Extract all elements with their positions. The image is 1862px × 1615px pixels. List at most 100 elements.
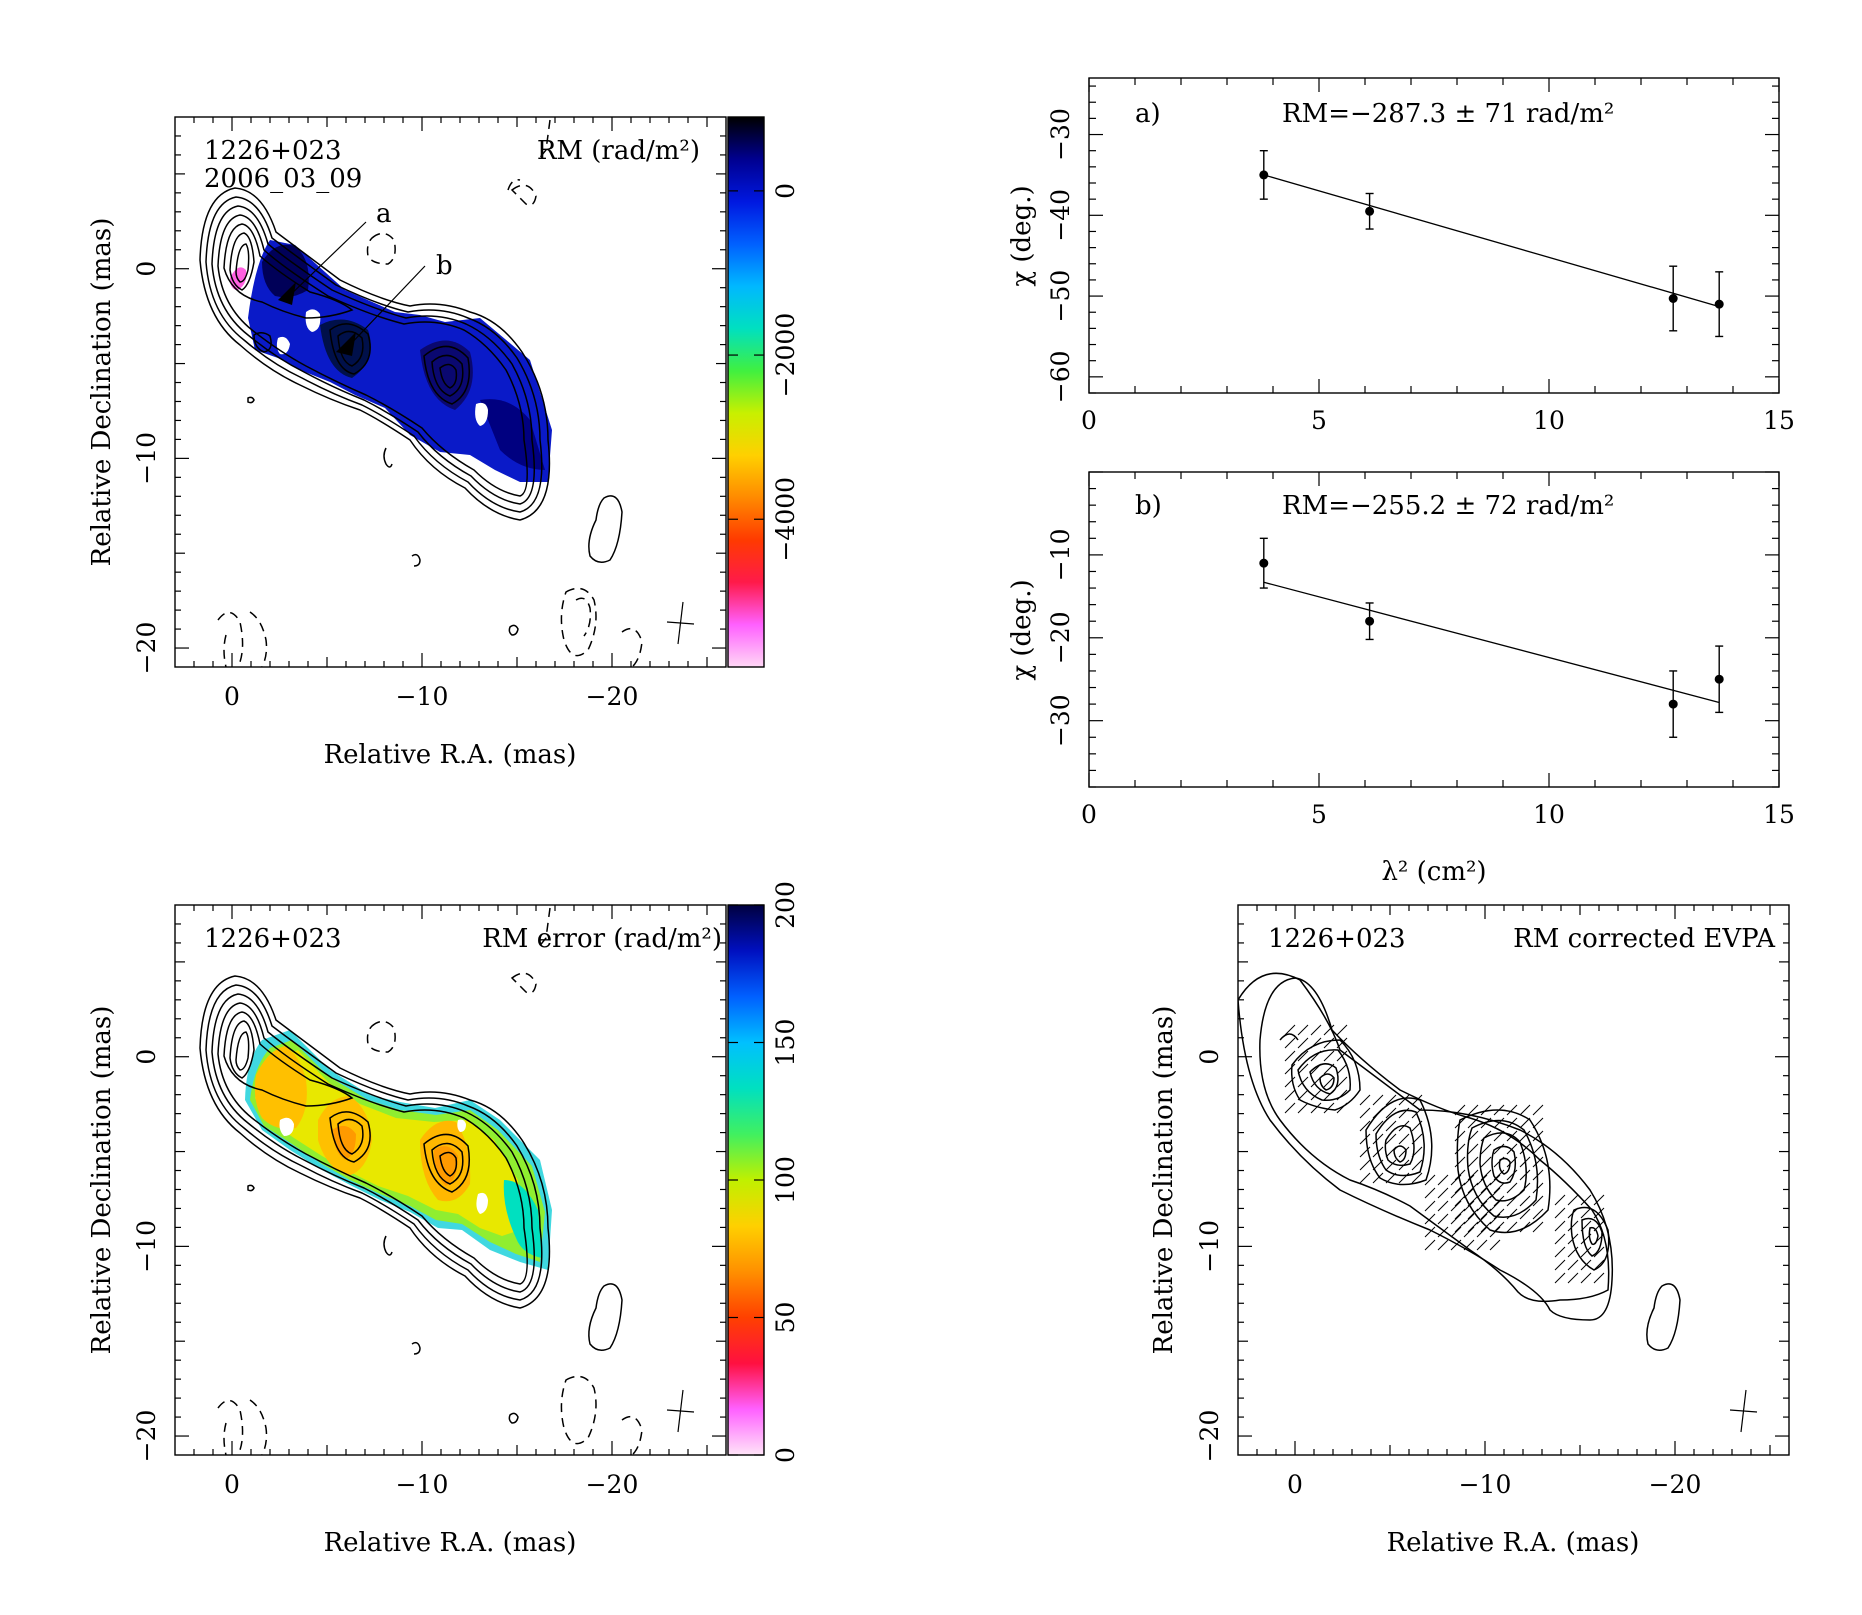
evpa-vector (1398, 1094, 1410, 1106)
evpa-vector (1297, 1063, 1309, 1075)
evpa-vector (1567, 1220, 1579, 1232)
evpa-vector (1593, 1259, 1605, 1271)
evpa-vector (1411, 1172, 1423, 1184)
rm-error-frame (174, 904, 727, 1456)
evpa-xticks: 0 −10 −20 (1256, 905, 1771, 1499)
evpa-vector (1450, 1239, 1462, 1251)
evpa-vector (1310, 1063, 1322, 1075)
evpa-vector (1532, 1143, 1544, 1155)
evpa-vector (1593, 1233, 1605, 1245)
evpa-vector (1467, 1208, 1479, 1220)
evpa-vector (1437, 1174, 1449, 1186)
evpa-vector (1323, 1024, 1335, 1036)
evpa-vector (1297, 1076, 1309, 1088)
evpa-vector (1493, 1156, 1505, 1168)
evpa-vector (1454, 1143, 1466, 1155)
evpa-vector (1554, 1272, 1566, 1284)
fit-a-rm-label: RM=−287.3 ± 71 rad/m² (1282, 99, 1614, 129)
evpa-vector (1437, 1200, 1449, 1212)
rm-map-ylabel: Relative Declination (mas) (87, 218, 117, 567)
evpa-vector (1567, 1259, 1579, 1271)
x-tick-label: 15 (1763, 800, 1795, 829)
evpa-vector (1506, 1221, 1518, 1233)
evpa-vector (1336, 1102, 1348, 1114)
evpa-vector (1424, 1239, 1436, 1251)
rm-map-source: 1226+023 (204, 136, 342, 166)
data-point (1259, 558, 1269, 568)
evpa-vector (1580, 1272, 1592, 1284)
x-tick-label: −10 (1459, 1470, 1512, 1499)
evpa-vector (1411, 1159, 1423, 1171)
evpa-vector (1506, 1182, 1518, 1194)
rm-error-fill (245, 1030, 552, 1270)
evpa-vector (1398, 1159, 1410, 1171)
evpa-vector (1489, 1213, 1501, 1225)
evpa-vector (1532, 1182, 1544, 1194)
evpa-vector (1336, 1076, 1348, 1088)
evpa-vector (1567, 1207, 1579, 1219)
evpa-vector (1519, 1156, 1531, 1168)
evpa-vector (1476, 1200, 1488, 1212)
evpa-vector (1480, 1182, 1492, 1194)
evpa-vector (1454, 1130, 1466, 1142)
evpa-vector (1372, 1172, 1384, 1184)
y-tick-label: −50 (1046, 270, 1075, 323)
evpa-vector (1467, 1130, 1479, 1142)
evpa-vector (1493, 1208, 1505, 1220)
evpa-yticks: 0 −10 −20 (1195, 923, 1789, 1462)
evpa-vector (1532, 1195, 1544, 1207)
evpa-vector (1593, 1207, 1605, 1219)
evpa-vector (1454, 1104, 1466, 1116)
rm-contours (199, 119, 643, 667)
rm-map-frame (174, 116, 727, 668)
evpa-vector (1580, 1246, 1592, 1258)
evpa-vector (1489, 1174, 1501, 1186)
x-tick-label: 5 (1311, 406, 1327, 435)
evpa-vector (1411, 1094, 1423, 1106)
evpa-vector (1398, 1172, 1410, 1184)
evpa-vector (1424, 1200, 1436, 1212)
evpa-vector (1489, 1187, 1501, 1199)
rm-error-xticks: 0 −10 −20 (193, 905, 708, 1499)
evpa-vector (1323, 1037, 1335, 1049)
evpa-vector (1580, 1220, 1592, 1232)
evpa-vector (1310, 1076, 1322, 1088)
data-point (1668, 294, 1678, 303)
evpa-vector (1532, 1221, 1544, 1233)
evpa-vector (1476, 1213, 1488, 1225)
evpa-vector (1493, 1117, 1505, 1129)
fit-a-axes: 0 5 10 15 −30 −40 −50 −60 (1046, 78, 1795, 435)
rm-map-date: 2006_03_09 (204, 164, 362, 194)
evpa-vector (1450, 1200, 1462, 1212)
colorbar-tick-label: 100 (771, 1156, 800, 1204)
evpa-vector (1532, 1169, 1544, 1181)
rm-map-annotation-a: a (376, 199, 392, 229)
evpa-vector (1480, 1117, 1492, 1129)
evpa-vector (1450, 1213, 1462, 1225)
fit-line (1263, 174, 1720, 308)
evpa-vector (1310, 1037, 1322, 1049)
evpa-vector (1519, 1182, 1531, 1194)
evpa-label: RM corrected EVPA (1513, 924, 1776, 954)
evpa-vector (1467, 1182, 1479, 1194)
rm-colorbar-fill (728, 117, 764, 667)
evpa-vector (1593, 1220, 1605, 1232)
x-tick-label: 5 (1311, 800, 1327, 829)
evpa-vector (1580, 1207, 1592, 1219)
evpa-vector (1463, 1239, 1475, 1251)
evpa-vector (1359, 1146, 1371, 1158)
rm-annotation-arrows (278, 221, 426, 356)
evpa-vector (1506, 1117, 1518, 1129)
y-tick-label: −30 (1046, 694, 1075, 747)
fit-b-points (1259, 537, 1724, 738)
rm-error-colorbar-label: RM error (rad/m²) (482, 924, 722, 954)
evpa-vector (1359, 1120, 1371, 1132)
x-tick-label: 15 (1763, 406, 1795, 435)
evpa-vector (1284, 1089, 1296, 1101)
rm-map-colorbar-label: RM (rad/m²) (537, 136, 700, 166)
evpa-vector (1567, 1233, 1579, 1245)
data-point (1259, 170, 1269, 180)
evpa-vector (1467, 1104, 1479, 1116)
data-point (1714, 299, 1724, 309)
evpa-vector (1284, 1076, 1296, 1088)
